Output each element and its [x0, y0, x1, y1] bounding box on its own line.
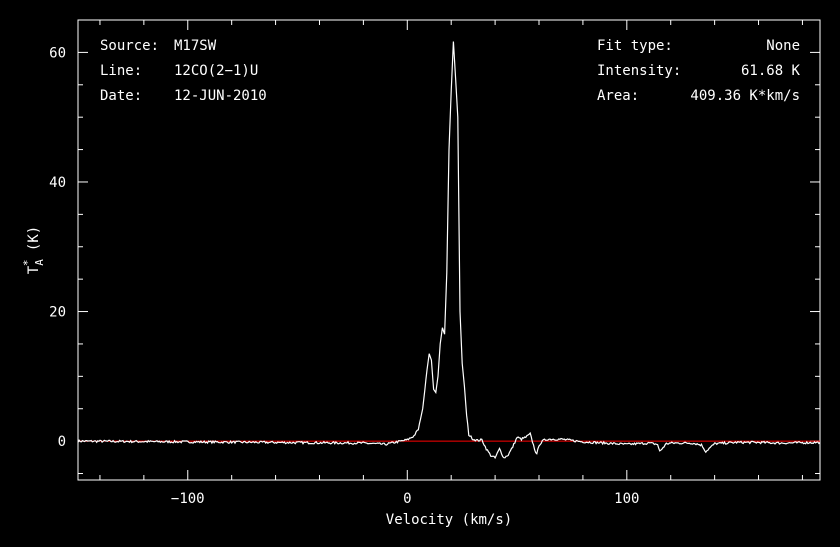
- info-left-key: Date:: [100, 88, 142, 104]
- info-left-value: M17SW: [174, 38, 217, 54]
- y-axis-label: TA* (K): [21, 226, 46, 274]
- y-label-superscript: *: [21, 260, 34, 267]
- y-tick-label: 40: [49, 175, 66, 191]
- info-left-key: Line:: [100, 63, 142, 79]
- info-left-key: Source:: [100, 38, 159, 54]
- info-right-block: Fit type: None Intensity: 61.68 K Area: 409.3…: [597, 38, 801, 104]
- y-tick-label: 0: [58, 434, 66, 450]
- info-left-block: Source: M17SW Line: 12CO(2−1)U Date: 12-JUN-2…: [100, 38, 267, 104]
- x-tick-label: 0: [403, 491, 411, 507]
- y-label-subscript: A: [33, 259, 46, 266]
- info-left-value: 12-JUN-2010: [174, 88, 267, 104]
- info-right-key: Area:: [597, 88, 639, 104]
- info-right-key: Fit type:: [597, 38, 673, 54]
- y-label-unit: (K): [26, 226, 42, 260]
- y-tick-label: 60: [49, 45, 66, 61]
- y-tick-label: 20: [49, 305, 66, 321]
- x-tick-label: −100: [171, 491, 205, 507]
- y-label-main: T: [26, 265, 42, 274]
- info-left-value: 12CO(2−1)U: [174, 63, 258, 79]
- axis-tick-labels: −100 0 100 0 20 40 60: [49, 45, 639, 507]
- x-tick-label: 100: [614, 491, 639, 507]
- spectrum-line: [77, 41, 821, 460]
- info-right-value: 61.68 K: [741, 63, 801, 79]
- x-axis-label: Velocity (km/s): [386, 512, 512, 528]
- info-right-key: Intensity:: [597, 63, 681, 79]
- info-right-value: 409.36 K*km/s: [690, 88, 800, 104]
- svg-text:TA* (K): TA* (K): [21, 226, 46, 274]
- plot-frame: [77, 19, 821, 481]
- info-right-value: None: [766, 38, 800, 54]
